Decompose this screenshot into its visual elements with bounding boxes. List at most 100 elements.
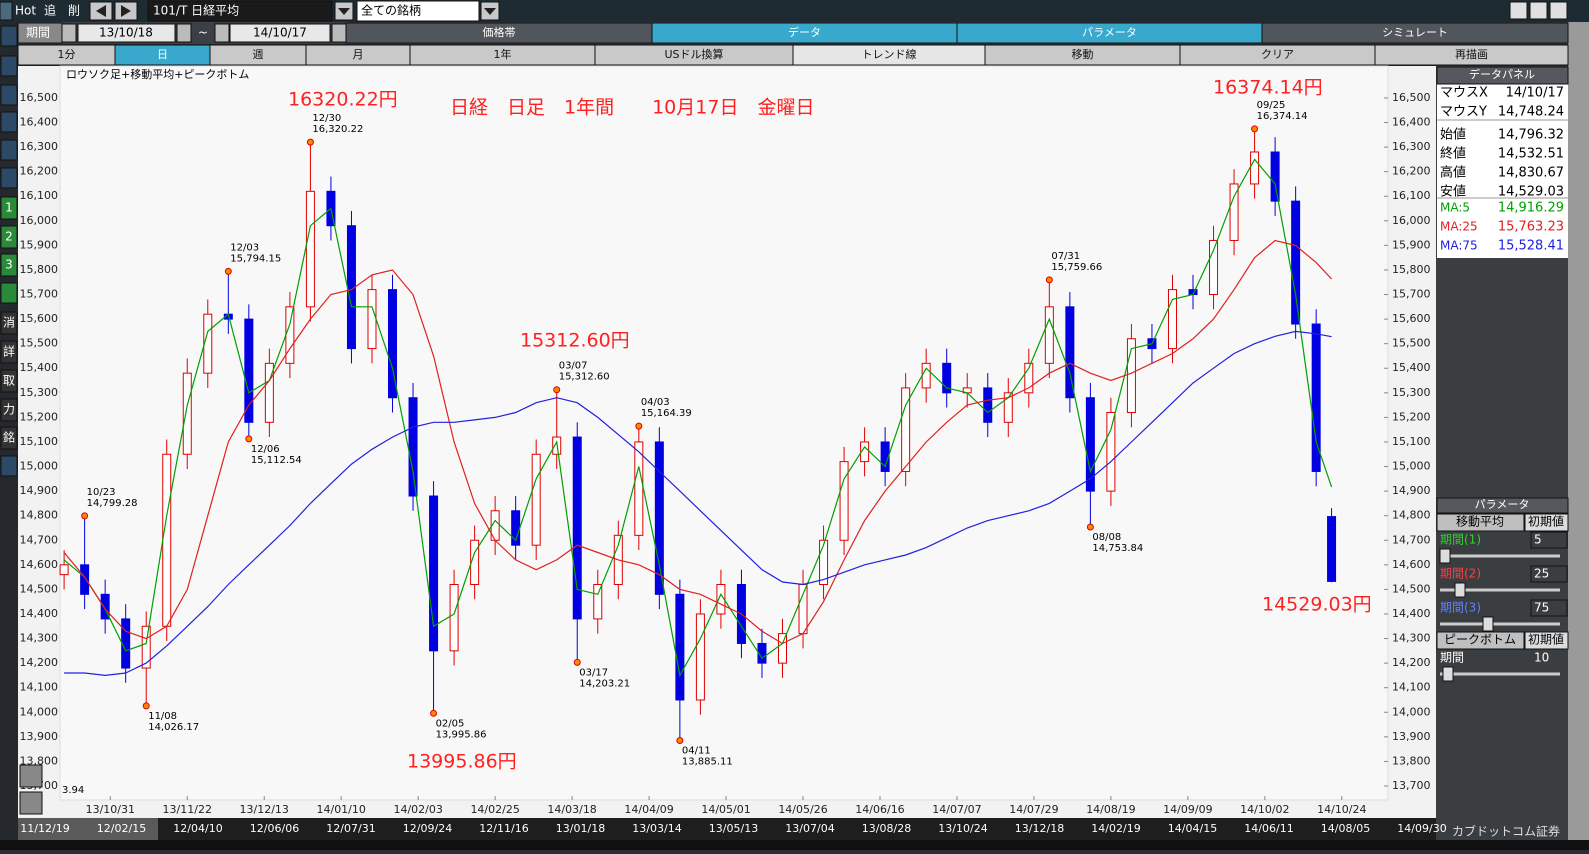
peak-marker: [142, 702, 150, 710]
peak-value: 14,026.17: [148, 722, 199, 733]
tool-button-label: トレンド線: [862, 47, 917, 61]
chart-icon[interactable]: [19, 764, 43, 788]
candle-body: [1003, 392, 1013, 423]
x-tick-label: 14/04/09: [624, 803, 673, 816]
y-tick-label: 15,900: [20, 238, 59, 251]
period-input[interactable]: [1530, 599, 1568, 617]
reset-button[interactable]: [1524, 631, 1569, 650]
slider-knob[interactable]: [1442, 666, 1454, 682]
delete-button[interactable]: 削: [68, 4, 80, 18]
side-tool-label: 1: [5, 201, 13, 215]
side-tool[interactable]: [0, 398, 18, 422]
side-icon[interactable]: [0, 84, 18, 106]
side-tool[interactable]: [0, 282, 18, 304]
peak-marker: [306, 138, 314, 146]
side-tool[interactable]: [0, 311, 18, 335]
peak-marker: [676, 737, 684, 745]
y-tick-label-right: 14,700: [1392, 533, 1431, 546]
time-scroll[interactable]: [18, 818, 1436, 840]
y-tick-label: 16,100: [20, 189, 59, 202]
scroll-label: 12/07/31: [326, 822, 375, 835]
y-tick-label-right: 16,300: [1392, 140, 1431, 153]
moving-average-line: [63, 239, 1333, 645]
scroll-label: 12/02/15: [97, 822, 146, 835]
x-tick-label: 14/08/19: [1086, 803, 1135, 816]
legend-label: MA:25: [1440, 220, 1478, 234]
side-icon[interactable]: [0, 167, 18, 189]
period-arrow[interactable]: [61, 23, 77, 43]
side-tool[interactable]: [0, 426, 18, 450]
y-tick-label: 16,000: [20, 214, 59, 227]
peak-date: 07/31: [1051, 251, 1080, 262]
date-box[interactable]: [229, 23, 331, 43]
universe-box[interactable]: [356, 0, 480, 22]
period-arrow[interactable]: [176, 23, 192, 43]
period-label: 期間(3): [1440, 601, 1481, 615]
tool-button[interactable]: [1374, 44, 1569, 66]
plot-area: [59, 65, 1389, 801]
side-tool[interactable]: [0, 225, 18, 249]
y-tick-label: 14,000: [20, 705, 59, 718]
candle-body: [798, 583, 808, 635]
x-tick-label: 13/11/22: [163, 803, 212, 816]
time-scroll-thumb[interactable]: [18, 818, 158, 840]
candle-body: [1229, 183, 1239, 241]
data-value: 14,532.51: [1498, 147, 1564, 162]
y-tick-label-right: 15,900: [1392, 238, 1431, 251]
y-tick-label-right: 14,300: [1392, 632, 1431, 645]
tab-label: シミュレート: [1382, 26, 1448, 39]
side-tool[interactable]: [0, 196, 18, 220]
side-tool[interactable]: [0, 253, 18, 277]
peak-date: 09/25: [1257, 100, 1286, 111]
scroll-label: 12/04/10: [173, 822, 222, 835]
window-button[interactable]: [1549, 1, 1568, 20]
hot-button[interactable]: Hot: [15, 4, 36, 18]
y-tick-label-right: 15,700: [1392, 288, 1431, 301]
corner-text: 3.94: [62, 785, 84, 796]
side-icon[interactable]: [0, 111, 18, 133]
slider-knob[interactable]: [1454, 582, 1466, 598]
tab[interactable]: [1261, 22, 1569, 44]
period-arrow[interactable]: [331, 23, 347, 43]
candle-body: [1270, 151, 1280, 202]
date-box[interactable]: [77, 23, 176, 43]
side-tool[interactable]: [0, 455, 18, 477]
period-input[interactable]: [1530, 531, 1568, 549]
y-tick-label-right: 14,100: [1392, 681, 1431, 694]
candle-body: [716, 583, 726, 615]
scroll-label: 13/01/18: [556, 822, 605, 835]
chart-icon[interactable]: [19, 791, 43, 815]
y-tick-label: 15,800: [20, 263, 59, 276]
tab-label: 価格帯: [483, 25, 516, 39]
broker-name: カブドットコム証券: [1452, 824, 1560, 839]
symbol-box[interactable]: [147, 0, 333, 22]
peak-marker: [1086, 523, 1094, 531]
slider-knob[interactable]: [1482, 616, 1494, 632]
side-icon[interactable]: [0, 139, 18, 161]
candle-body: [654, 441, 664, 595]
window-button[interactable]: [1529, 1, 1548, 20]
side-tool[interactable]: [0, 340, 18, 364]
peak-marker: [1251, 125, 1259, 133]
add-button[interactable]: 追: [44, 3, 56, 18]
section-label: ピークボトム: [1444, 633, 1516, 647]
scroll-label: 13/05/13: [709, 822, 758, 835]
tool-button-label: 再描画: [1455, 47, 1488, 61]
y-tick-label: 15,200: [20, 410, 59, 423]
side-icon[interactable]: [0, 25, 18, 47]
period-input[interactable]: [1530, 565, 1568, 583]
y-tick-label-right: 14,600: [1392, 558, 1431, 571]
period-arrow[interactable]: [214, 23, 230, 43]
y-tick-label-right: 16,000: [1392, 214, 1431, 227]
y-tick-label: 14,200: [20, 656, 59, 669]
slider-knob[interactable]: [1439, 548, 1451, 564]
peak-marker: [224, 267, 232, 275]
side-tool[interactable]: [0, 369, 18, 393]
reset-button[interactable]: [1524, 513, 1569, 532]
window-button[interactable]: [1509, 1, 1528, 20]
panel-header: [1436, 497, 1569, 514]
period-label: 期間: [1440, 651, 1464, 665]
side-icon[interactable]: [0, 55, 18, 77]
candle-body: [593, 583, 603, 620]
data-value: 14,529.03: [1498, 185, 1564, 200]
